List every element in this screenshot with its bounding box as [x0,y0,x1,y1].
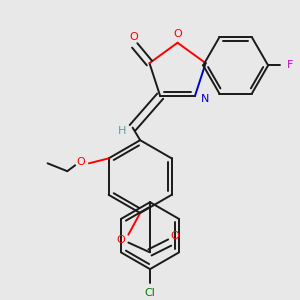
Text: O: O [116,235,125,244]
Text: Cl: Cl [145,288,155,298]
Text: F: F [286,60,293,70]
Text: H: H [118,126,126,136]
Text: O: O [77,157,85,167]
Text: N: N [201,94,209,104]
Text: O: O [173,29,182,39]
Text: O: O [170,231,179,241]
Text: O: O [129,32,138,42]
